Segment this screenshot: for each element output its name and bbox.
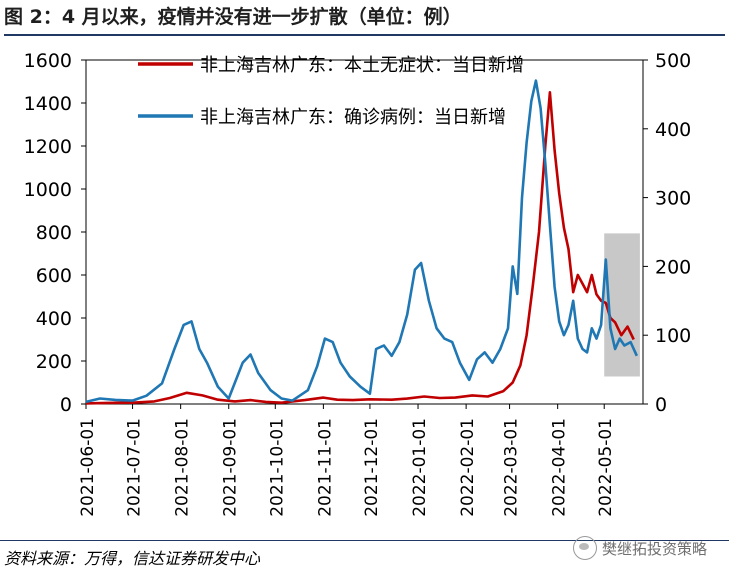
x-tick-label: 2021-07-01 [125,418,145,517]
y-left-tick-label: 1400 [24,93,72,115]
chart-title: 图 2：4 月以来，疫情并没有进一步扩散（单位：例） [4,2,725,36]
line-chart: 0 200 400 600 800 1000 1200 1400 1600 0 100 200 300 4… [24,50,692,517]
x-tick-label: 2022-03-01 [502,418,522,517]
x-tick-label: 2021-06-01 [78,418,98,517]
source-note: 资料来源：万得，信达证券研发中心 [4,549,261,568]
y-right-tick-label: 100 [655,325,691,347]
y-right-tick-label: 200 [655,256,691,278]
series-line-red [85,91,635,405]
x-tick-label: 2022-01-01 [410,418,430,517]
series-layer [85,79,638,405]
legend-label: 非上海吉林广东：确诊病例：当日新增 [200,107,506,128]
axes-layer: 0 200 400 600 800 1000 1200 1400 1600 0 100 200 300 4… [24,50,692,517]
y-left-tick-label: 600 [36,265,72,287]
x-tick-label: 2021-08-01 [173,418,193,517]
x-tick-label: 2022-04-01 [550,418,570,517]
x-tick-label: 2022-02-01 [458,418,478,517]
footer-divider [0,540,729,541]
y-left-tick-label: 1200 [24,136,72,158]
legend-label: 非上海吉林广东：本土无症状：当日新增 [200,55,524,76]
x-tick-label: 2021-12-01 [362,418,382,517]
x-tick-label: 2022-05-01 [596,418,616,517]
watermark-text: 樊继拓投资策略 [601,539,707,558]
y-left-tick-label: 200 [36,351,72,373]
y-left-tick-label: 1000 [24,179,72,201]
y-right-tick-label: 0 [655,394,667,416]
series-line-blue [85,79,638,404]
x-tick-label: 2021-10-01 [267,418,287,517]
y-right-tick-label: 500 [655,50,691,72]
y-right-tick-label: 300 [655,188,691,210]
y-left-tick-label: 400 [36,308,72,330]
x-tick-label: 2021-09-01 [221,418,241,517]
wechat-icon [572,536,597,560]
x-tick-label: 2021-11-01 [315,418,335,517]
y-left-tick-label: 0 [60,394,72,416]
watermark: 樊继拓投资策略 [572,536,707,560]
y-left-tick-label: 1600 [24,50,72,72]
y-left-tick-label: 800 [36,222,72,244]
y-right-tick-label: 400 [655,119,691,141]
